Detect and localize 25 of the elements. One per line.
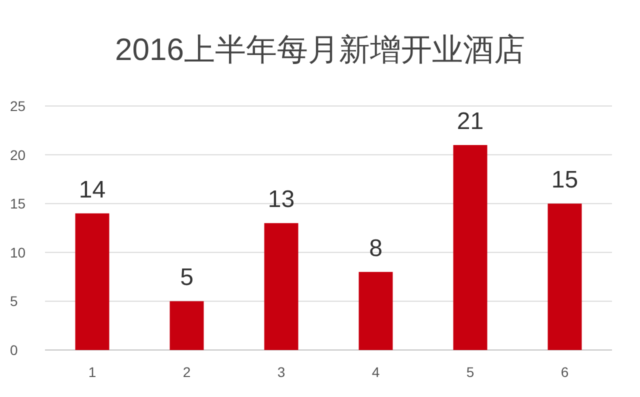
bar	[453, 145, 488, 350]
data-label: 8	[369, 234, 382, 262]
x-tick-label: 5	[466, 364, 474, 380]
data-label: 21	[456, 108, 484, 136]
y-tick-label: 0	[10, 342, 18, 358]
bar	[264, 223, 298, 350]
x-tick-label: 6	[560, 364, 569, 380]
y-tick-label: 20	[10, 146, 26, 163]
chart-title: 2016上半年每月新增开业酒店	[115, 32, 525, 67]
data-label: 13	[268, 186, 295, 214]
y-tick-label: 5	[10, 293, 18, 310]
data-label: 15	[551, 166, 578, 194]
bar	[170, 301, 204, 350]
data-label: 5	[180, 264, 194, 292]
x-tick-label: 4	[372, 364, 380, 380]
y-tick-label: 10	[10, 244, 26, 260]
bar	[358, 272, 393, 350]
x-tick-label: 1	[88, 364, 96, 380]
y-tick-label: 15	[10, 196, 26, 212]
x-tick-label: 2	[182, 364, 191, 380]
bar	[548, 204, 582, 350]
data-label: 14	[78, 176, 106, 204]
y-tick-label: 25	[10, 98, 26, 114]
bar	[75, 213, 110, 350]
x-tick-label: 3	[277, 364, 286, 380]
